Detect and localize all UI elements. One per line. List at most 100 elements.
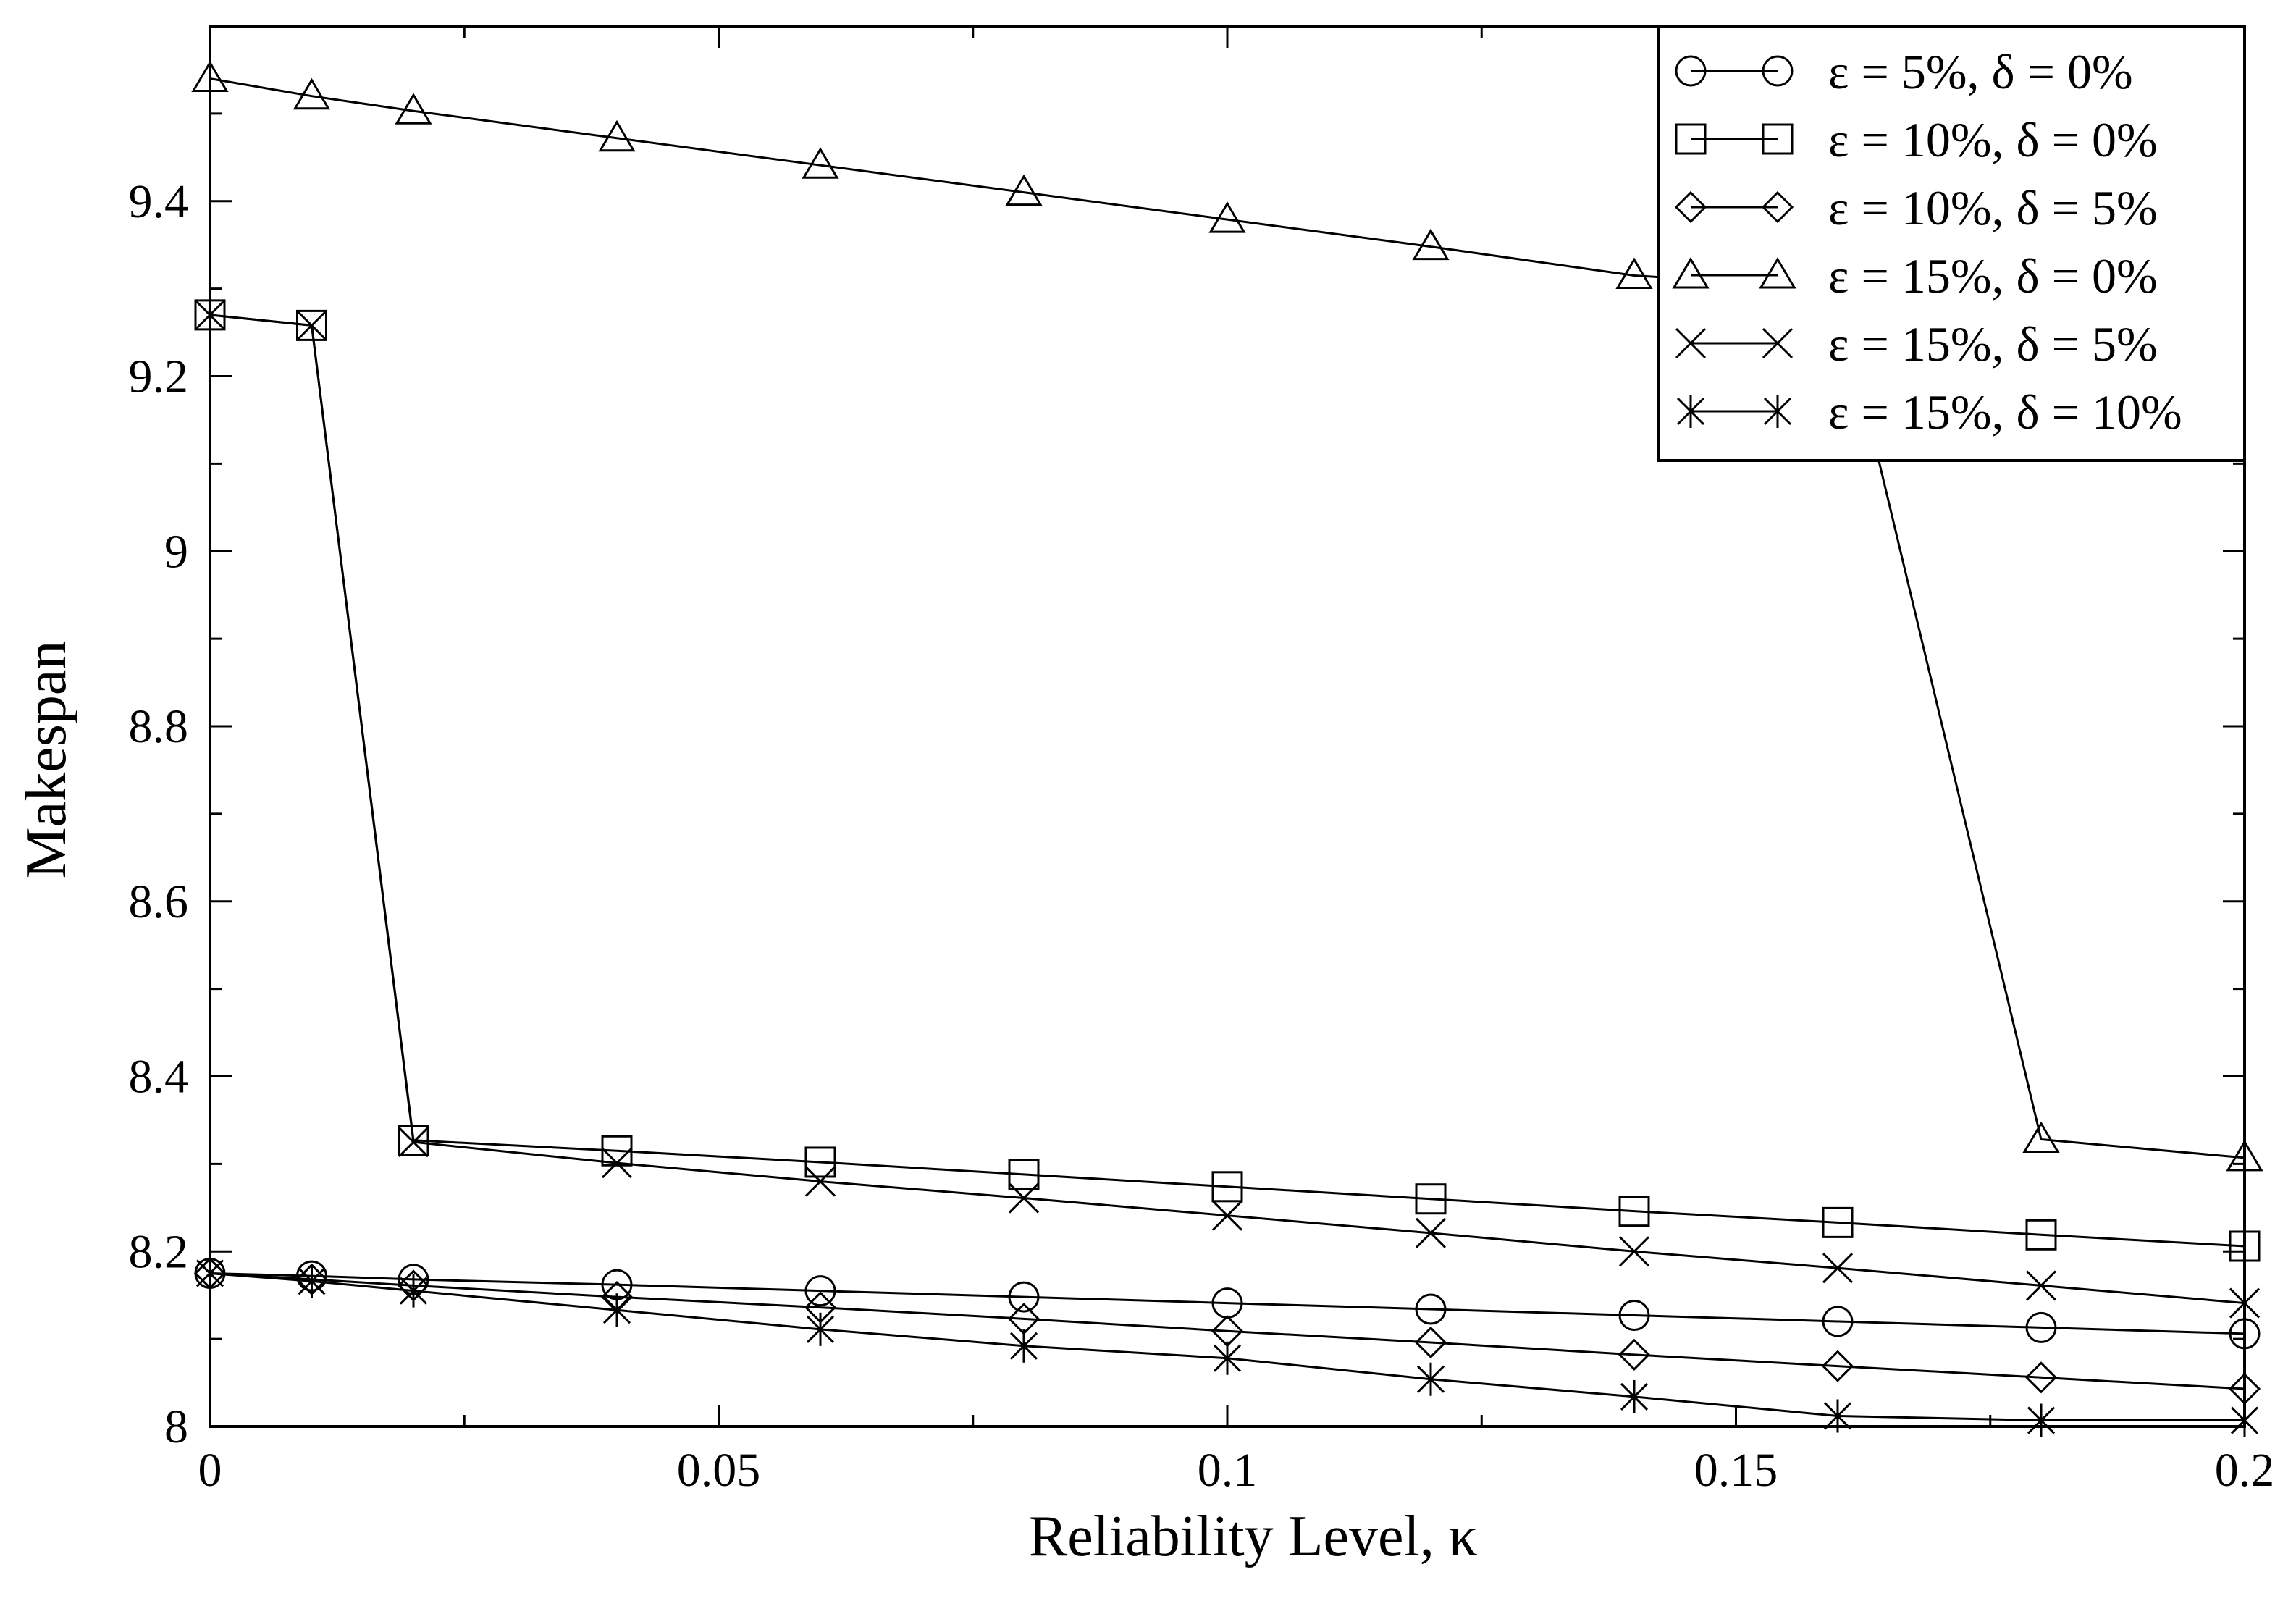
legend-label: ε = 15%, δ = 0% [1828, 248, 2158, 303]
series-5 [194, 299, 2261, 1319]
series-marker-diamond [1618, 1338, 1651, 1371]
series-marker-diamond [1674, 190, 1707, 224]
legend-label: ε = 15%, δ = 5% [1828, 316, 2158, 371]
series-marker-square [398, 1125, 429, 1156]
series-marker-x [296, 310, 327, 341]
series-marker-x [1211, 1200, 1243, 1231]
x-axis-label: Reliability Level, κ [1029, 1505, 1478, 1568]
legend-entry: ε = 15%, δ = 10% [1676, 385, 2182, 440]
series-marker-circle [2025, 1311, 2057, 1343]
series-layer [191, 60, 2263, 1437]
marker-stroke [1762, 327, 1794, 359]
series-line [209, 1272, 2245, 1422]
series-marker-square [601, 1135, 633, 1167]
series-marker-triangle [1672, 257, 1710, 289]
series-marker-circle [1618, 1299, 1650, 1331]
x-tick-label: 0.1 [1198, 1444, 1258, 1497]
series-marker-triangle [1208, 201, 1246, 233]
series-marker-asterisk [1416, 1362, 1445, 1396]
marker-stroke [2025, 1270, 2057, 1301]
series-marker-x [194, 299, 226, 330]
marker-stroke [296, 310, 327, 341]
legend-entry: ε = 5%, δ = 0% [1675, 44, 2133, 99]
marker-stroke [804, 1166, 836, 1197]
y-tick-label: 8.6 [129, 875, 189, 928]
marker-stroke [398, 1127, 429, 1158]
series-marker-x [2229, 1287, 2261, 1319]
series-marker-triangle [1412, 228, 1450, 261]
series-marker-square [804, 1146, 836, 1178]
series-marker-circle [1762, 55, 1794, 87]
series-marker-square [296, 309, 327, 341]
series-marker-x [398, 1127, 429, 1158]
series-marker-asterisk [2027, 1403, 2056, 1437]
series-marker-asterisk [806, 1312, 835, 1346]
series-marker-diamond [2024, 1361, 2058, 1394]
series-marker-triangle [2226, 1139, 2263, 1172]
series-marker-asterisk [602, 1293, 631, 1327]
series-marker-diamond [2228, 1372, 2261, 1405]
series-marker-x [804, 1166, 836, 1197]
series-line [209, 1272, 2245, 1390]
marker-stroke [1675, 327, 1707, 359]
series-marker-diamond [1761, 190, 1794, 224]
series-marker-x [601, 1148, 633, 1179]
series-line [209, 314, 2245, 1305]
legend-label: ε = 5%, δ = 0% [1828, 44, 2133, 99]
series-marker-asterisk [2230, 1403, 2259, 1437]
series-marker-asterisk [1213, 1341, 1242, 1375]
series-marker-asterisk [1009, 1329, 1038, 1363]
marker-stroke [2229, 1287, 2261, 1319]
series-marker-asterisk [298, 1264, 326, 1298]
series-marker-square [2229, 1230, 2261, 1262]
series-marker-asterisk [195, 1256, 224, 1290]
marker-stroke [1211, 1200, 1243, 1231]
series-marker-triangle [395, 93, 432, 125]
series-marker-triangle [1615, 257, 1653, 289]
x-tick-label: 0 [198, 1444, 222, 1497]
series-marker-triangle [293, 77, 331, 110]
series-marker-diamond [1414, 1326, 1447, 1359]
series-marker-x [1415, 1217, 1447, 1248]
series-marker-square [1675, 123, 1707, 155]
y-tick-label: 8.2 [129, 1225, 189, 1278]
y-tick-label: 9.2 [129, 350, 189, 403]
series-marker-triangle [2022, 1121, 2060, 1154]
series-marker-x [1008, 1182, 1040, 1214]
legend-label: ε = 10%, δ = 5% [1828, 180, 2158, 235]
x-tick-label: 0.05 [677, 1444, 761, 1497]
marker-stroke [1618, 1236, 1650, 1267]
series-marker-circle [1008, 1281, 1040, 1313]
series-line [209, 1272, 2245, 1335]
series-marker-triangle [1005, 174, 1043, 206]
y-tick-label: 8.8 [129, 700, 189, 753]
series-marker-triangle [598, 119, 636, 152]
series-marker-circle [1415, 1293, 1447, 1325]
series-marker-triangle [1759, 257, 1796, 289]
series-marker-asterisk [1763, 395, 1792, 428]
x-tick-label: 0.15 [1694, 1444, 1778, 1497]
series-marker-circle [804, 1275, 836, 1307]
series-marker-circle [1822, 1306, 1854, 1337]
series-marker-square [2025, 1219, 2057, 1251]
x-tick-label: 0.2 [2215, 1444, 2275, 1497]
marker-stroke [1415, 1217, 1447, 1248]
series-marker-triangle [191, 60, 229, 93]
legend-entry: ε = 10%, δ = 5% [1674, 180, 2158, 235]
series-marker-triangle [802, 147, 839, 179]
series-6 [195, 1256, 2259, 1437]
series-marker-square [1822, 1206, 1854, 1238]
legend-label: ε = 15%, δ = 10% [1828, 385, 2182, 440]
y-tick-label: 8 [164, 1400, 188, 1453]
series-marker-square [1211, 1171, 1243, 1203]
marker-stroke [1008, 1182, 1040, 1214]
y-tick-label: 9 [164, 525, 188, 578]
legend-entry: ε = 10%, δ = 0% [1675, 112, 2158, 167]
series-marker-x [1618, 1236, 1650, 1267]
series-marker-x [2025, 1270, 2057, 1301]
legend-entry: ε = 15%, δ = 0% [1672, 248, 2158, 303]
series-marker-asterisk [399, 1274, 428, 1308]
marker-stroke [194, 299, 226, 330]
legend-box [1657, 25, 2246, 462]
